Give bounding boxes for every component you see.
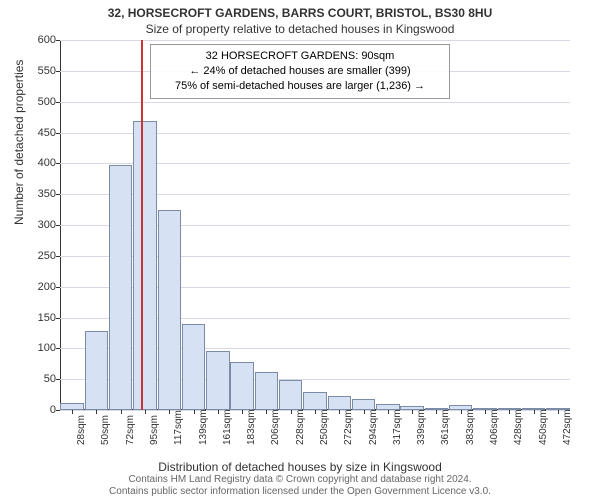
- x-tick-mark: [461, 410, 462, 414]
- x-tick-mark: [145, 410, 146, 414]
- x-tick-label: 428sqm: [513, 409, 524, 445]
- histogram-bar: [206, 351, 229, 410]
- x-tick-label: 361sqm: [440, 409, 451, 445]
- y-tick-mark: [56, 410, 60, 411]
- footer-line: Contains public sector information licen…: [0, 486, 600, 498]
- histogram-bar: [230, 362, 253, 410]
- y-tick-label: 250: [22, 250, 56, 262]
- chart-subtitle: Size of property relative to detached ho…: [0, 20, 600, 36]
- y-tick-label: 400: [22, 157, 56, 169]
- histogram-bar: [158, 210, 181, 410]
- x-tick-label: 72sqm: [125, 415, 136, 445]
- x-tick-mark: [72, 410, 73, 414]
- grid-line: [60, 102, 570, 103]
- y-tick-label: 500: [22, 96, 56, 108]
- chart-title: 32, HORSECROFT GARDENS, BARRS COURT, BRI…: [0, 0, 600, 20]
- histogram-bar: [255, 372, 278, 410]
- footer: Contains HM Land Registry data © Crown c…: [0, 474, 600, 498]
- x-tick-label: 206sqm: [270, 409, 281, 445]
- chart-container: 32, HORSECROFT GARDENS, BARRS COURT, BRI…: [0, 0, 600, 500]
- x-tick-label: 383sqm: [465, 409, 476, 445]
- histogram-bar: [60, 403, 83, 410]
- x-axis-title: Distribution of detached houses by size …: [0, 460, 600, 474]
- x-tick-label: 95sqm: [149, 415, 160, 445]
- x-tick-mark: [436, 410, 437, 414]
- y-tick-mark: [56, 163, 60, 164]
- x-tick-label: 317sqm: [392, 409, 403, 445]
- x-tick-label: 250sqm: [319, 409, 330, 445]
- y-tick-mark: [56, 133, 60, 134]
- annotation-line: 75% of semi-detached houses are larger (…: [157, 79, 443, 94]
- y-tick-label: 300: [22, 219, 56, 231]
- reference-line: [141, 40, 143, 410]
- y-tick-mark: [56, 256, 60, 257]
- histogram-bar: [352, 399, 375, 410]
- x-tick-mark: [339, 410, 340, 414]
- x-tick-label: 183sqm: [246, 409, 257, 445]
- x-tick-label: 272sqm: [343, 409, 354, 445]
- y-axis-title: Number of detached properties: [12, 60, 26, 225]
- x-tick-mark: [194, 410, 195, 414]
- x-tick-mark: [388, 410, 389, 414]
- x-tick-mark: [364, 410, 365, 414]
- histogram-bar: [328, 396, 351, 410]
- x-tick-mark: [121, 410, 122, 414]
- y-tick-label: 600: [22, 34, 56, 46]
- y-tick-label: 0: [22, 404, 56, 416]
- histogram-bar: [279, 380, 302, 410]
- x-tick-label: 472sqm: [562, 409, 573, 445]
- x-tick-mark: [218, 410, 219, 414]
- y-tick-label: 450: [22, 127, 56, 139]
- x-tick-label: 294sqm: [368, 409, 379, 445]
- x-tick-label: 50sqm: [100, 415, 111, 445]
- y-tick-mark: [56, 71, 60, 72]
- x-tick-mark: [96, 410, 97, 414]
- y-tick-mark: [56, 40, 60, 41]
- x-tick-label: 161sqm: [222, 409, 233, 445]
- annotation-line: ← 24% of detached houses are smaller (39…: [157, 64, 443, 79]
- annotation-box: 32 HORSECROFT GARDENS: 90sqm ← 24% of de…: [150, 44, 450, 99]
- x-tick-mark: [534, 410, 535, 414]
- y-tick-label: 350: [22, 188, 56, 200]
- y-tick-mark: [56, 318, 60, 319]
- y-tick-label: 200: [22, 281, 56, 293]
- x-tick-label: 450sqm: [538, 409, 549, 445]
- x-tick-label: 117sqm: [173, 410, 184, 445]
- y-tick-mark: [56, 379, 60, 380]
- x-tick-mark: [242, 410, 243, 414]
- y-tick-label: 100: [22, 342, 56, 354]
- x-tick-label: 228sqm: [295, 409, 306, 445]
- y-tick-label: 50: [22, 373, 56, 385]
- x-tick-mark: [412, 410, 413, 414]
- x-tick-mark: [169, 410, 170, 414]
- y-tick-mark: [56, 225, 60, 226]
- histogram-bar: [303, 392, 326, 411]
- x-tick-label: 406sqm: [489, 409, 500, 445]
- y-tick-mark: [56, 348, 60, 349]
- grid-line: [60, 40, 570, 41]
- y-tick-label: 550: [22, 65, 56, 77]
- y-tick-mark: [56, 287, 60, 288]
- x-tick-label: 139sqm: [198, 409, 209, 445]
- x-tick-mark: [558, 410, 559, 414]
- annotation-line: 32 HORSECROFT GARDENS: 90sqm: [157, 49, 443, 64]
- histogram-bar: [182, 324, 205, 410]
- x-tick-label: 339sqm: [416, 409, 427, 445]
- y-tick-mark: [56, 102, 60, 103]
- x-tick-label: 28sqm: [76, 415, 87, 445]
- y-tick-label: 150: [22, 312, 56, 324]
- x-tick-mark: [509, 410, 510, 414]
- histogram-bar: [133, 121, 156, 410]
- x-tick-mark: [485, 410, 486, 414]
- x-tick-mark: [291, 410, 292, 414]
- y-tick-mark: [56, 194, 60, 195]
- histogram-bar: [109, 165, 132, 410]
- x-tick-mark: [315, 410, 316, 414]
- footer-line: Contains HM Land Registry data © Crown c…: [0, 474, 600, 486]
- histogram-bar: [85, 331, 108, 410]
- x-tick-mark: [266, 410, 267, 414]
